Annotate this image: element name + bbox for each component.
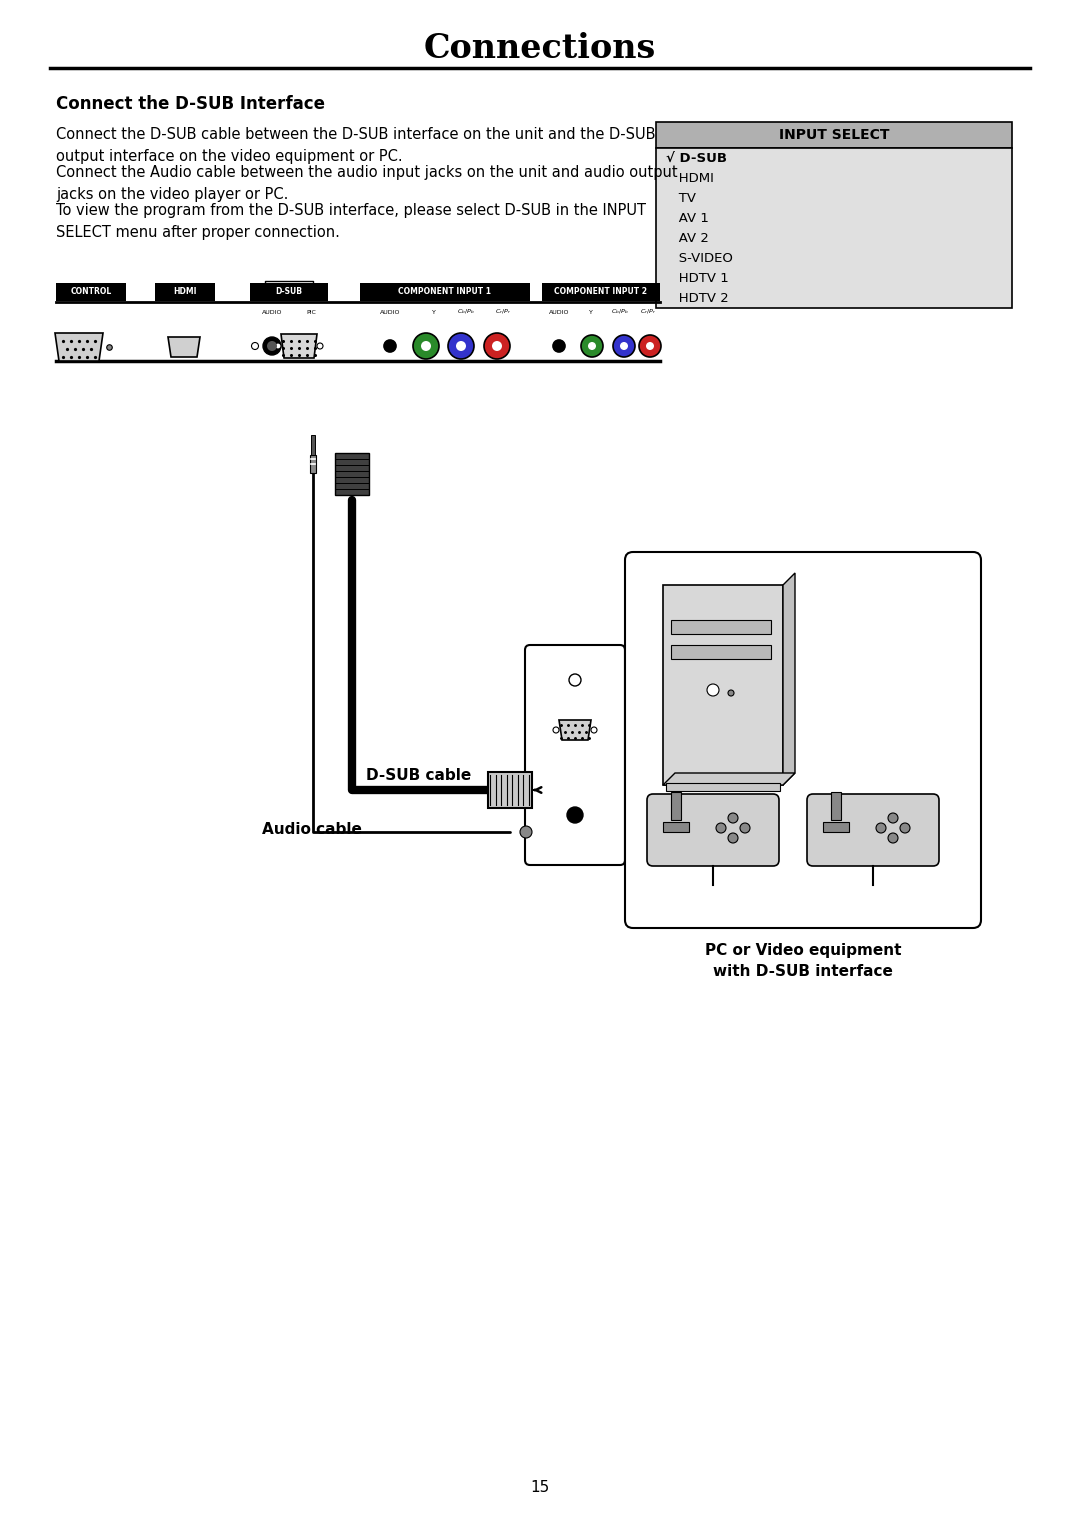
Circle shape <box>639 334 661 357</box>
Text: HDTV 2: HDTV 2 <box>666 293 729 305</box>
FancyBboxPatch shape <box>647 794 779 866</box>
Circle shape <box>567 806 583 823</box>
Text: AV 1: AV 1 <box>666 212 708 226</box>
Text: S-VIDEO: S-VIDEO <box>666 252 733 266</box>
Text: To view the program from the D-SUB interface, please select D-SUB in the INPUT
S: To view the program from the D-SUB inter… <box>56 203 646 240</box>
Circle shape <box>620 342 627 350</box>
Bar <box>156 282 215 301</box>
Circle shape <box>900 823 910 834</box>
Text: TV: TV <box>666 192 696 206</box>
Text: HDMI: HDMI <box>173 287 197 296</box>
Bar <box>671 620 771 634</box>
Text: Connect the D-SUB cable between the D-SUB interface on the unit and the D-SUB
ou: Connect the D-SUB cable between the D-SU… <box>56 127 656 163</box>
Text: D-SUB: D-SUB <box>275 287 302 296</box>
Bar <box>542 282 660 301</box>
Text: AUDIO: AUDIO <box>380 310 401 315</box>
Circle shape <box>252 342 258 350</box>
Polygon shape <box>783 573 795 785</box>
Bar <box>56 282 126 301</box>
Text: PC or Video equipment: PC or Video equipment <box>705 942 901 957</box>
Bar <box>311 435 315 455</box>
Text: Y: Y <box>589 310 593 315</box>
Circle shape <box>384 341 396 353</box>
Circle shape <box>421 341 431 351</box>
Bar <box>663 822 689 832</box>
Circle shape <box>728 834 738 843</box>
Circle shape <box>553 727 559 733</box>
Text: Connections: Connections <box>423 32 657 64</box>
Circle shape <box>413 333 438 359</box>
Bar <box>335 454 369 495</box>
Circle shape <box>888 834 897 843</box>
Bar <box>249 282 328 301</box>
Bar <box>671 793 681 820</box>
Circle shape <box>716 823 726 834</box>
Polygon shape <box>559 721 591 741</box>
Circle shape <box>267 341 276 351</box>
Text: Connect the D-SUB Interface: Connect the D-SUB Interface <box>56 95 325 113</box>
FancyBboxPatch shape <box>625 551 981 928</box>
Polygon shape <box>55 333 103 360</box>
Circle shape <box>588 342 596 350</box>
Circle shape <box>264 337 281 354</box>
Text: Audio cable: Audio cable <box>262 823 362 837</box>
Circle shape <box>728 690 734 696</box>
Text: Y: Y <box>432 310 436 315</box>
Circle shape <box>553 341 565 353</box>
Text: CONTROL: CONTROL <box>70 287 111 296</box>
Bar <box>488 773 532 808</box>
Circle shape <box>519 826 532 838</box>
Text: 15: 15 <box>530 1481 550 1495</box>
Text: COMPONENT INPUT 1: COMPONENT INPUT 1 <box>399 287 491 296</box>
Circle shape <box>569 673 581 686</box>
Text: $C_r/P_r$: $C_r/P_r$ <box>495 307 511 316</box>
Text: COMPONENT INPUT 2: COMPONENT INPUT 2 <box>554 287 648 296</box>
Circle shape <box>581 334 603 357</box>
Bar <box>671 644 771 660</box>
Bar <box>656 122 1012 148</box>
Circle shape <box>448 333 474 359</box>
Text: D-SUB cable: D-SUB cable <box>366 768 471 783</box>
Text: AUDIO: AUDIO <box>261 310 282 315</box>
Polygon shape <box>281 334 318 357</box>
Polygon shape <box>663 773 795 785</box>
Circle shape <box>591 727 597 733</box>
Circle shape <box>492 341 502 351</box>
Text: √ D-SUB: √ D-SUB <box>666 153 727 165</box>
Circle shape <box>646 342 654 350</box>
Text: PIC: PIC <box>306 310 316 315</box>
Text: INPUT SELECT: INPUT SELECT <box>779 128 889 142</box>
Bar <box>666 783 780 791</box>
Text: AUDIO: AUDIO <box>549 310 569 315</box>
Text: $C_b/P_b$: $C_b/P_b$ <box>457 307 475 316</box>
Text: AV 2: AV 2 <box>666 232 708 246</box>
Text: $C_r/P_r$: $C_r/P_r$ <box>639 307 657 316</box>
Bar <box>823 822 849 832</box>
FancyBboxPatch shape <box>807 794 939 866</box>
Text: HDTV 1: HDTV 1 <box>666 272 729 286</box>
Bar <box>360 282 530 301</box>
Bar <box>663 585 783 785</box>
Circle shape <box>740 823 750 834</box>
Bar <box>656 148 1012 308</box>
Text: HDMI: HDMI <box>666 173 714 185</box>
Text: with D-SUB interface: with D-SUB interface <box>713 965 893 979</box>
Circle shape <box>484 333 510 359</box>
Circle shape <box>888 812 897 823</box>
Bar <box>831 793 841 820</box>
FancyBboxPatch shape <box>525 644 625 864</box>
Circle shape <box>707 684 719 696</box>
Circle shape <box>318 344 323 350</box>
Circle shape <box>728 812 738 823</box>
Circle shape <box>275 344 281 350</box>
Text: $C_b/P_b$: $C_b/P_b$ <box>611 307 629 316</box>
Polygon shape <box>168 337 200 357</box>
Circle shape <box>876 823 886 834</box>
Circle shape <box>456 341 465 351</box>
Bar <box>310 455 316 473</box>
Circle shape <box>613 334 635 357</box>
Text: Connect the Audio cable between the audio input jacks on the unit and audio outp: Connect the Audio cable between the audi… <box>56 165 677 202</box>
